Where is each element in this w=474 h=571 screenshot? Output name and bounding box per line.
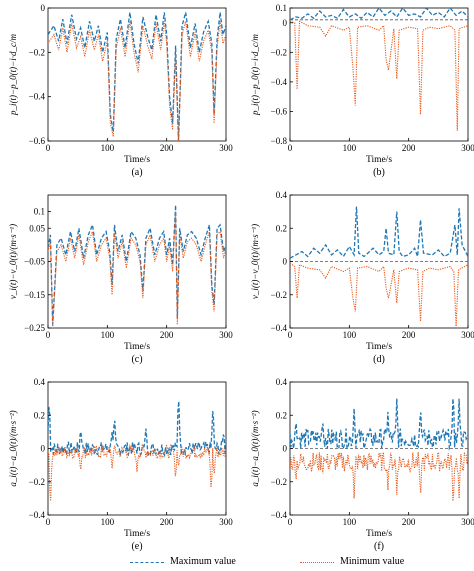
x-tick-label: 0 [46, 517, 51, 527]
y-tick-label: −0.4 [271, 77, 288, 87]
series-line-min [48, 443, 226, 502]
y-tick-label: 0 [41, 444, 46, 454]
x-axis-label: Time/s [124, 342, 150, 352]
x-axis-label: Time/s [124, 155, 150, 165]
series-line-max [48, 401, 226, 458]
y-axis-label: v_i(t)−v_0(t)/(m·s⁻¹) [250, 224, 260, 299]
y-tick-label: −0.4 [29, 510, 46, 520]
x-tick-label: 0 [288, 330, 293, 340]
y-tick-label: 0 [283, 444, 288, 454]
x-tick-label: 300 [461, 143, 474, 153]
panel-caption: (a) [131, 167, 142, 178]
plot-frame [47, 7, 227, 142]
y-tick-label: −0.2 [29, 477, 45, 487]
y-tick-label: 0.2 [276, 223, 287, 233]
legend-swatch-max [130, 562, 164, 563]
chart-panel-a: 0 100 200 300 −0.6 −0.4 −0.2 0 Time/s (a) p_i(t)−p… [8, 3, 233, 178]
y-tick-label: −0.4 [29, 92, 46, 102]
x-tick-label: 300 [219, 517, 233, 527]
series-line-min [290, 20, 468, 131]
x-tick-label: 200 [402, 330, 416, 340]
x-tick-label: 0 [46, 143, 51, 153]
y-tick-label: 0.2 [34, 410, 45, 420]
panel-caption: (b) [373, 167, 385, 178]
x-tick-label: 0 [288, 143, 293, 153]
plot-frame [47, 194, 227, 329]
series-line-max [48, 204, 226, 325]
x-tick-label: 200 [402, 517, 416, 527]
x-tick-label: 100 [101, 143, 115, 153]
panel-caption: (d) [373, 354, 385, 365]
chart-panel-d: 0 100 200 300 −0.4 −0.2 0 0.2 0.4 Time/s (d) v_i(t)… [250, 190, 474, 365]
y-tick-label: 0.1 [34, 207, 45, 217]
y-axis-label: a_i(t)−a_0(t)/(m·s⁻²) [8, 410, 18, 486]
x-tick-label: 100 [101, 517, 115, 527]
x-tick-label: 200 [160, 517, 174, 527]
series-line-max [290, 8, 468, 21]
y-tick-label: 0.2 [276, 410, 287, 420]
y-tick-label: 0.4 [34, 377, 46, 387]
x-tick-label: 300 [461, 517, 474, 527]
y-axis-label: a_i(t)−a_0(t)/(m·s⁻²) [250, 410, 260, 486]
x-tick-label: 0 [46, 330, 51, 340]
chart-panel-c: 0 100 200 300 −0.25 −0.15 −0.05 0.05 0.1 Time/s (c… [8, 194, 233, 365]
x-axis-label: Time/s [124, 529, 150, 539]
series-line-min [48, 211, 226, 328]
y-tick-label: 0.1 [276, 3, 287, 13]
panel-caption: (f) [374, 541, 384, 552]
panel-caption: (e) [131, 541, 142, 552]
legend-label-min: Minimum value [340, 556, 405, 567]
x-tick-label: 200 [402, 143, 416, 153]
x-tick-label: 300 [461, 330, 474, 340]
panel-caption: (c) [131, 354, 142, 365]
x-tick-label: 0 [288, 517, 293, 527]
y-tick-label: −0.2 [271, 477, 287, 487]
series-line-min [290, 262, 468, 327]
legend-label-max: Maximum value [170, 556, 236, 567]
x-tick-label: 100 [343, 517, 357, 527]
series-line-min [290, 450, 468, 502]
y-axis-label: p_i(t)−p_0(t)−i·d_c/m [8, 34, 18, 116]
series-line-min [48, 21, 226, 141]
y-tick-label: 0 [283, 257, 288, 267]
y-tick-label: −0.15 [24, 290, 45, 300]
y-tick-label: −0.8 [271, 136, 288, 146]
x-tick-label: 300 [219, 143, 233, 153]
y-axis-label: v_i(t)−v_0(t)/(m·s⁻¹) [8, 224, 18, 299]
x-tick-label: 100 [343, 143, 357, 153]
legend-swatch-min [300, 562, 334, 563]
y-tick-label: 0.05 [29, 223, 45, 233]
y-tick-label: −0.2 [29, 47, 45, 57]
chart-panel-e: 0 100 200 300 −0.4 −0.2 0 0.2 0.4 Time/s (e) a_i(t)… [8, 377, 233, 552]
y-tick-label: 0.4 [276, 377, 288, 387]
y-tick-label: 0.4 [276, 190, 288, 200]
series-line-max [48, 12, 226, 141]
series-line-max [290, 206, 468, 259]
y-tick-label: −0.05 [24, 257, 45, 267]
series-line-max [290, 398, 468, 451]
y-tick-label: −0.6 [29, 136, 46, 146]
chart-panel-f: 0 100 200 300 −0.4 −0.2 0 0.2 0.4 Time/s (f) a_i(t)… [250, 377, 474, 552]
y-tick-label: −0.6 [271, 106, 288, 116]
plot-frame [289, 7, 469, 142]
x-tick-label: 100 [343, 330, 357, 340]
y-tick-label: 0 [41, 3, 46, 13]
y-tick-label: −0.2 [271, 290, 287, 300]
x-axis-label: Time/s [366, 529, 392, 539]
x-tick-label: 200 [160, 143, 174, 153]
x-tick-label: 300 [219, 330, 233, 340]
y-tick-label: −0.2 [271, 47, 287, 57]
x-tick-label: 200 [160, 330, 174, 340]
x-axis-label: Time/s [366, 155, 392, 165]
y-tick-label: −0.25 [24, 323, 45, 333]
y-tick-label: −0.4 [271, 510, 288, 520]
x-tick-label: 100 [101, 330, 115, 340]
legend: Maximum value Minimum value [130, 556, 460, 570]
y-tick-label: 0 [283, 18, 288, 28]
x-axis-label: Time/s [366, 342, 392, 352]
y-axis-label: p_i(t)−p_0(t)−i·d_c/m [250, 34, 260, 116]
y-tick-label: −0.4 [271, 323, 288, 333]
chart-panel-b: 0 100 200 300 −0.8 −0.6 −0.4 −0.2 0 0.1 Time/s (b) p… [250, 3, 474, 178]
